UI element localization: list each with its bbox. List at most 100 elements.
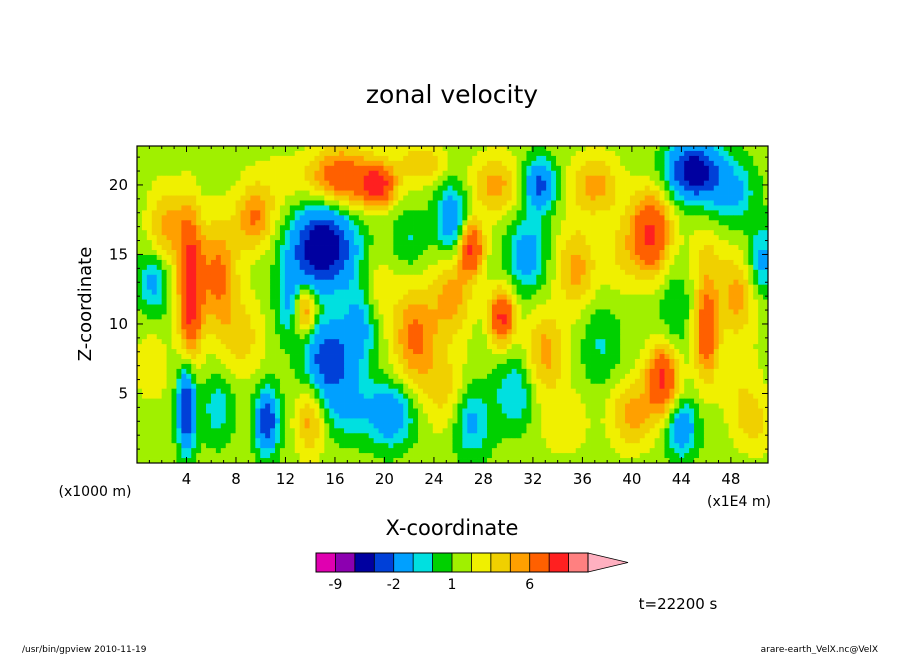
heatmap-cell [753,185,759,191]
heatmap-cell [447,220,453,226]
heatmap-cell [196,279,202,286]
heatmap-cell [457,284,463,291]
heatmap-cell [536,254,542,261]
heatmap-cell [358,314,365,320]
heatmap-cell [718,334,725,340]
heatmap-cell [728,299,734,305]
heatmap-cell [275,284,281,291]
heatmap-cell [610,155,616,162]
heatmap-cell [541,299,547,305]
heatmap-cell [156,180,163,187]
heatmap-cell [191,279,197,286]
heatmap-cell [388,170,394,177]
heatmap-cell [679,264,685,271]
heatmap-cell [629,170,636,177]
heatmap-cell [560,180,567,187]
heatmap-cell [763,160,769,167]
heatmap-cell [758,314,764,320]
heatmap-cell [151,245,158,251]
heatmap-cell [644,250,651,256]
heatmap-cell [763,230,769,236]
heatmap-cell [265,334,271,340]
heatmap-cell [590,205,596,211]
heatmap-cell [570,225,577,231]
heatmap-cell [432,259,439,266]
heatmap-cell [669,289,675,295]
heatmap-cell [265,279,271,286]
heatmap-cell [156,269,163,276]
heatmap-cell [738,334,744,340]
heatmap-cell [447,190,453,196]
heatmap-cell [363,319,370,325]
heatmap-cell [600,250,606,256]
heatmap-cell [531,200,537,206]
heatmap-cell [403,205,409,211]
heatmap-cell [467,180,473,187]
heatmap-cell [763,294,769,300]
heatmap-cell [698,150,705,157]
heatmap-cell [279,284,286,291]
heatmap-cell [437,175,444,182]
heatmap-cell [240,329,246,335]
heatmap-cell [733,235,739,241]
heatmap-cell [649,269,656,276]
heatmap-cell [487,259,493,266]
heatmap-cell [625,319,631,325]
heatmap-cell [324,146,330,152]
heatmap-cell [600,274,606,281]
heatmap-cell [146,314,153,320]
heatmap-cell [156,160,163,167]
heatmap-cell [156,324,163,330]
heatmap-cell [156,245,163,251]
heatmap-cell [610,185,616,191]
heatmap-cell [408,175,414,182]
heatmap-cell [620,170,626,177]
heatmap-cell [620,165,626,172]
heatmap-cell [472,210,478,216]
heatmap-cell [654,190,660,196]
heatmap-cell [477,155,483,162]
heatmap-cell [723,334,729,340]
heatmap-cell [664,314,670,320]
heatmap-cell [250,210,256,216]
heatmap-cell [196,200,202,206]
heatmap-cell [605,240,611,246]
heatmap-cell [615,299,621,305]
heatmap-cell [339,250,345,256]
heatmap-cell [339,165,345,172]
heatmap-cell [398,304,404,310]
heatmap-cell [334,245,340,251]
heatmap-cell [348,250,355,256]
heatmap-cell [210,210,217,216]
heatmap-cell [565,274,572,281]
heatmap-cell [398,230,404,236]
heatmap-cell [373,304,379,310]
heatmap-cell [694,200,700,206]
heatmap-cell [639,240,646,246]
heatmap-cell [482,279,488,286]
heatmap-cell [324,304,330,310]
heatmap-cell [161,185,167,191]
heatmap-cell [551,269,557,276]
heatmap-cell [344,215,350,221]
heatmap-cell [634,170,641,177]
heatmap-cell [629,215,636,221]
heatmap-cell [605,200,611,206]
heatmap-cell [487,324,493,330]
heatmap-cell [698,259,705,266]
heatmap-cell [639,304,646,310]
heatmap-cell [220,215,227,221]
heatmap-cell [201,155,207,162]
heatmap-cell [235,150,241,157]
heatmap-cell [289,190,296,196]
heatmap-cell [536,240,542,246]
heatmap-cell [516,245,522,251]
heatmap-cell [565,259,572,266]
heatmap-cell [265,264,271,271]
heatmap-cell [334,254,340,261]
heatmap-cell [511,284,517,291]
heatmap-cell [358,155,365,162]
heatmap-cell [462,299,468,305]
heatmap-cell [176,264,182,271]
heatmap-cell [432,309,439,315]
